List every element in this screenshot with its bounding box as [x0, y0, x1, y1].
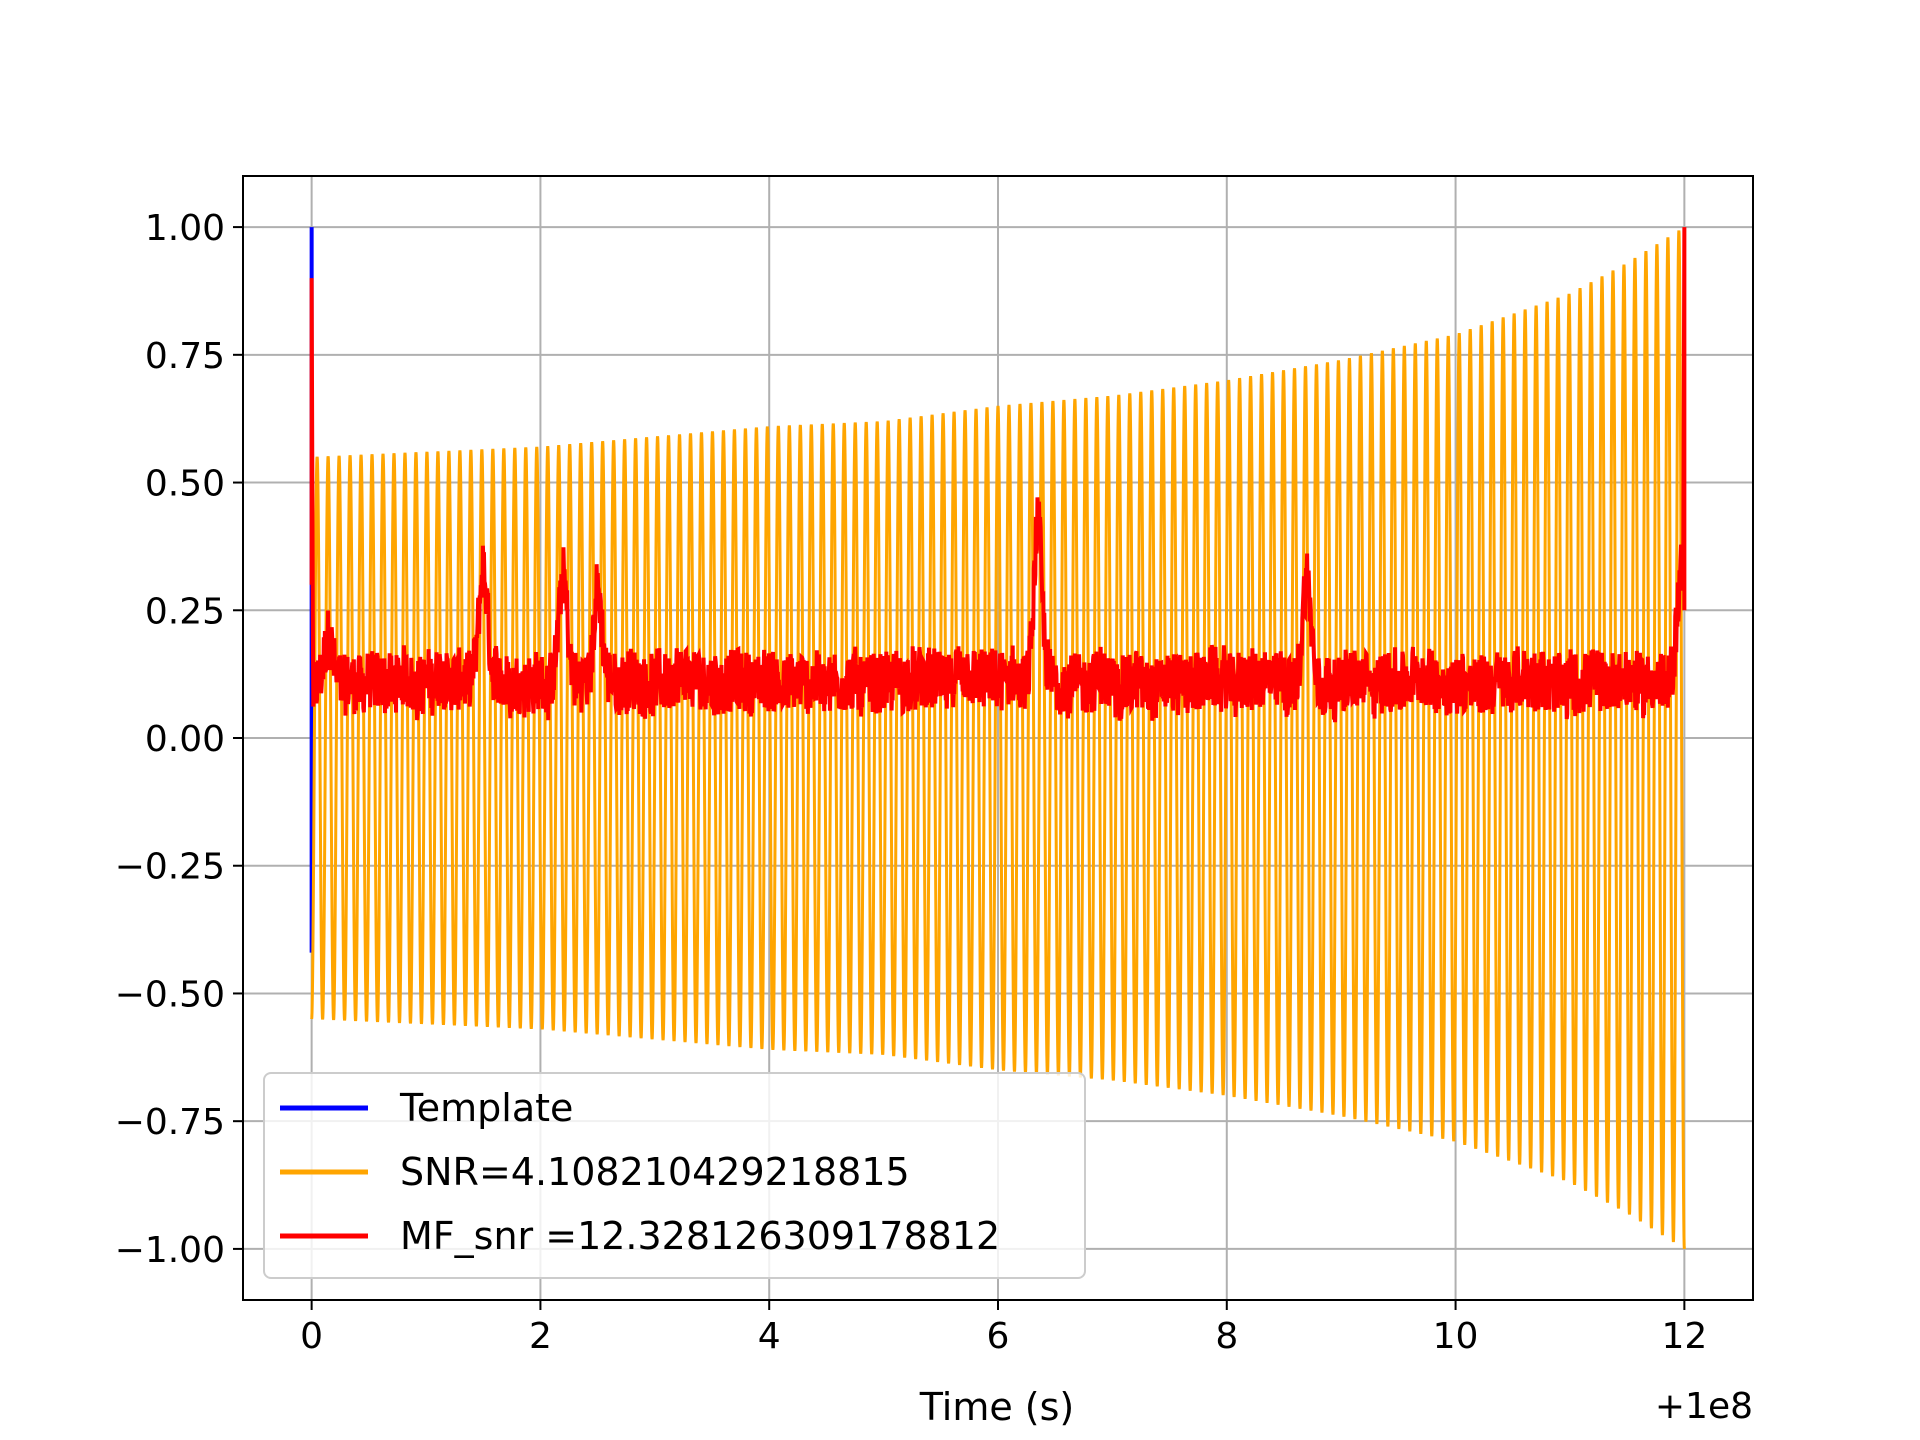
y-tick-label: 0.00	[145, 719, 225, 760]
ticks: 0 2 4 6 8 10 12 1.00 0.75 0.50 0.25 0.00 −0.25 −0.50 −…	[115, 208, 1708, 1357]
y-tick-label: −0.50	[115, 974, 225, 1015]
y-tick-label: 0.50	[145, 464, 225, 505]
x-tick-label: 4	[758, 1316, 781, 1357]
legend-label-mf-snr: MF_snr =12.328126309178812	[400, 1214, 1000, 1258]
series-mf-snr	[309, 227, 1687, 723]
y-tick-label: −1.00	[115, 1230, 225, 1271]
y-tick-label: 0.25	[145, 591, 225, 632]
x-tick-label: 0	[300, 1316, 323, 1357]
series-snr	[310, 230, 1686, 1249]
x-tick-label: 6	[987, 1316, 1010, 1357]
x-tick-label: 12	[1661, 1316, 1707, 1357]
y-tick-label: −0.25	[115, 847, 225, 888]
x-offset-label: +1e8	[1655, 1386, 1753, 1427]
x-axis-title: Time (s)	[919, 1385, 1075, 1429]
x-tick-label: 10	[1433, 1316, 1479, 1357]
series-layer	[309, 227, 1687, 1249]
legend-label-snr: SNR=4.108210429218815	[400, 1150, 910, 1194]
y-tick-label: 1.00	[145, 208, 225, 249]
legend: Template SNR=4.108210429218815 MF_snr =1…	[263, 1072, 1086, 1279]
y-tick-label: −0.75	[115, 1102, 225, 1143]
y-tick-label: 0.75	[145, 336, 225, 377]
legend-label-template: Template	[399, 1086, 573, 1130]
x-tick-label: 8	[1215, 1316, 1238, 1357]
legend-box	[263, 1072, 1086, 1279]
x-tick-label: 2	[529, 1316, 552, 1357]
